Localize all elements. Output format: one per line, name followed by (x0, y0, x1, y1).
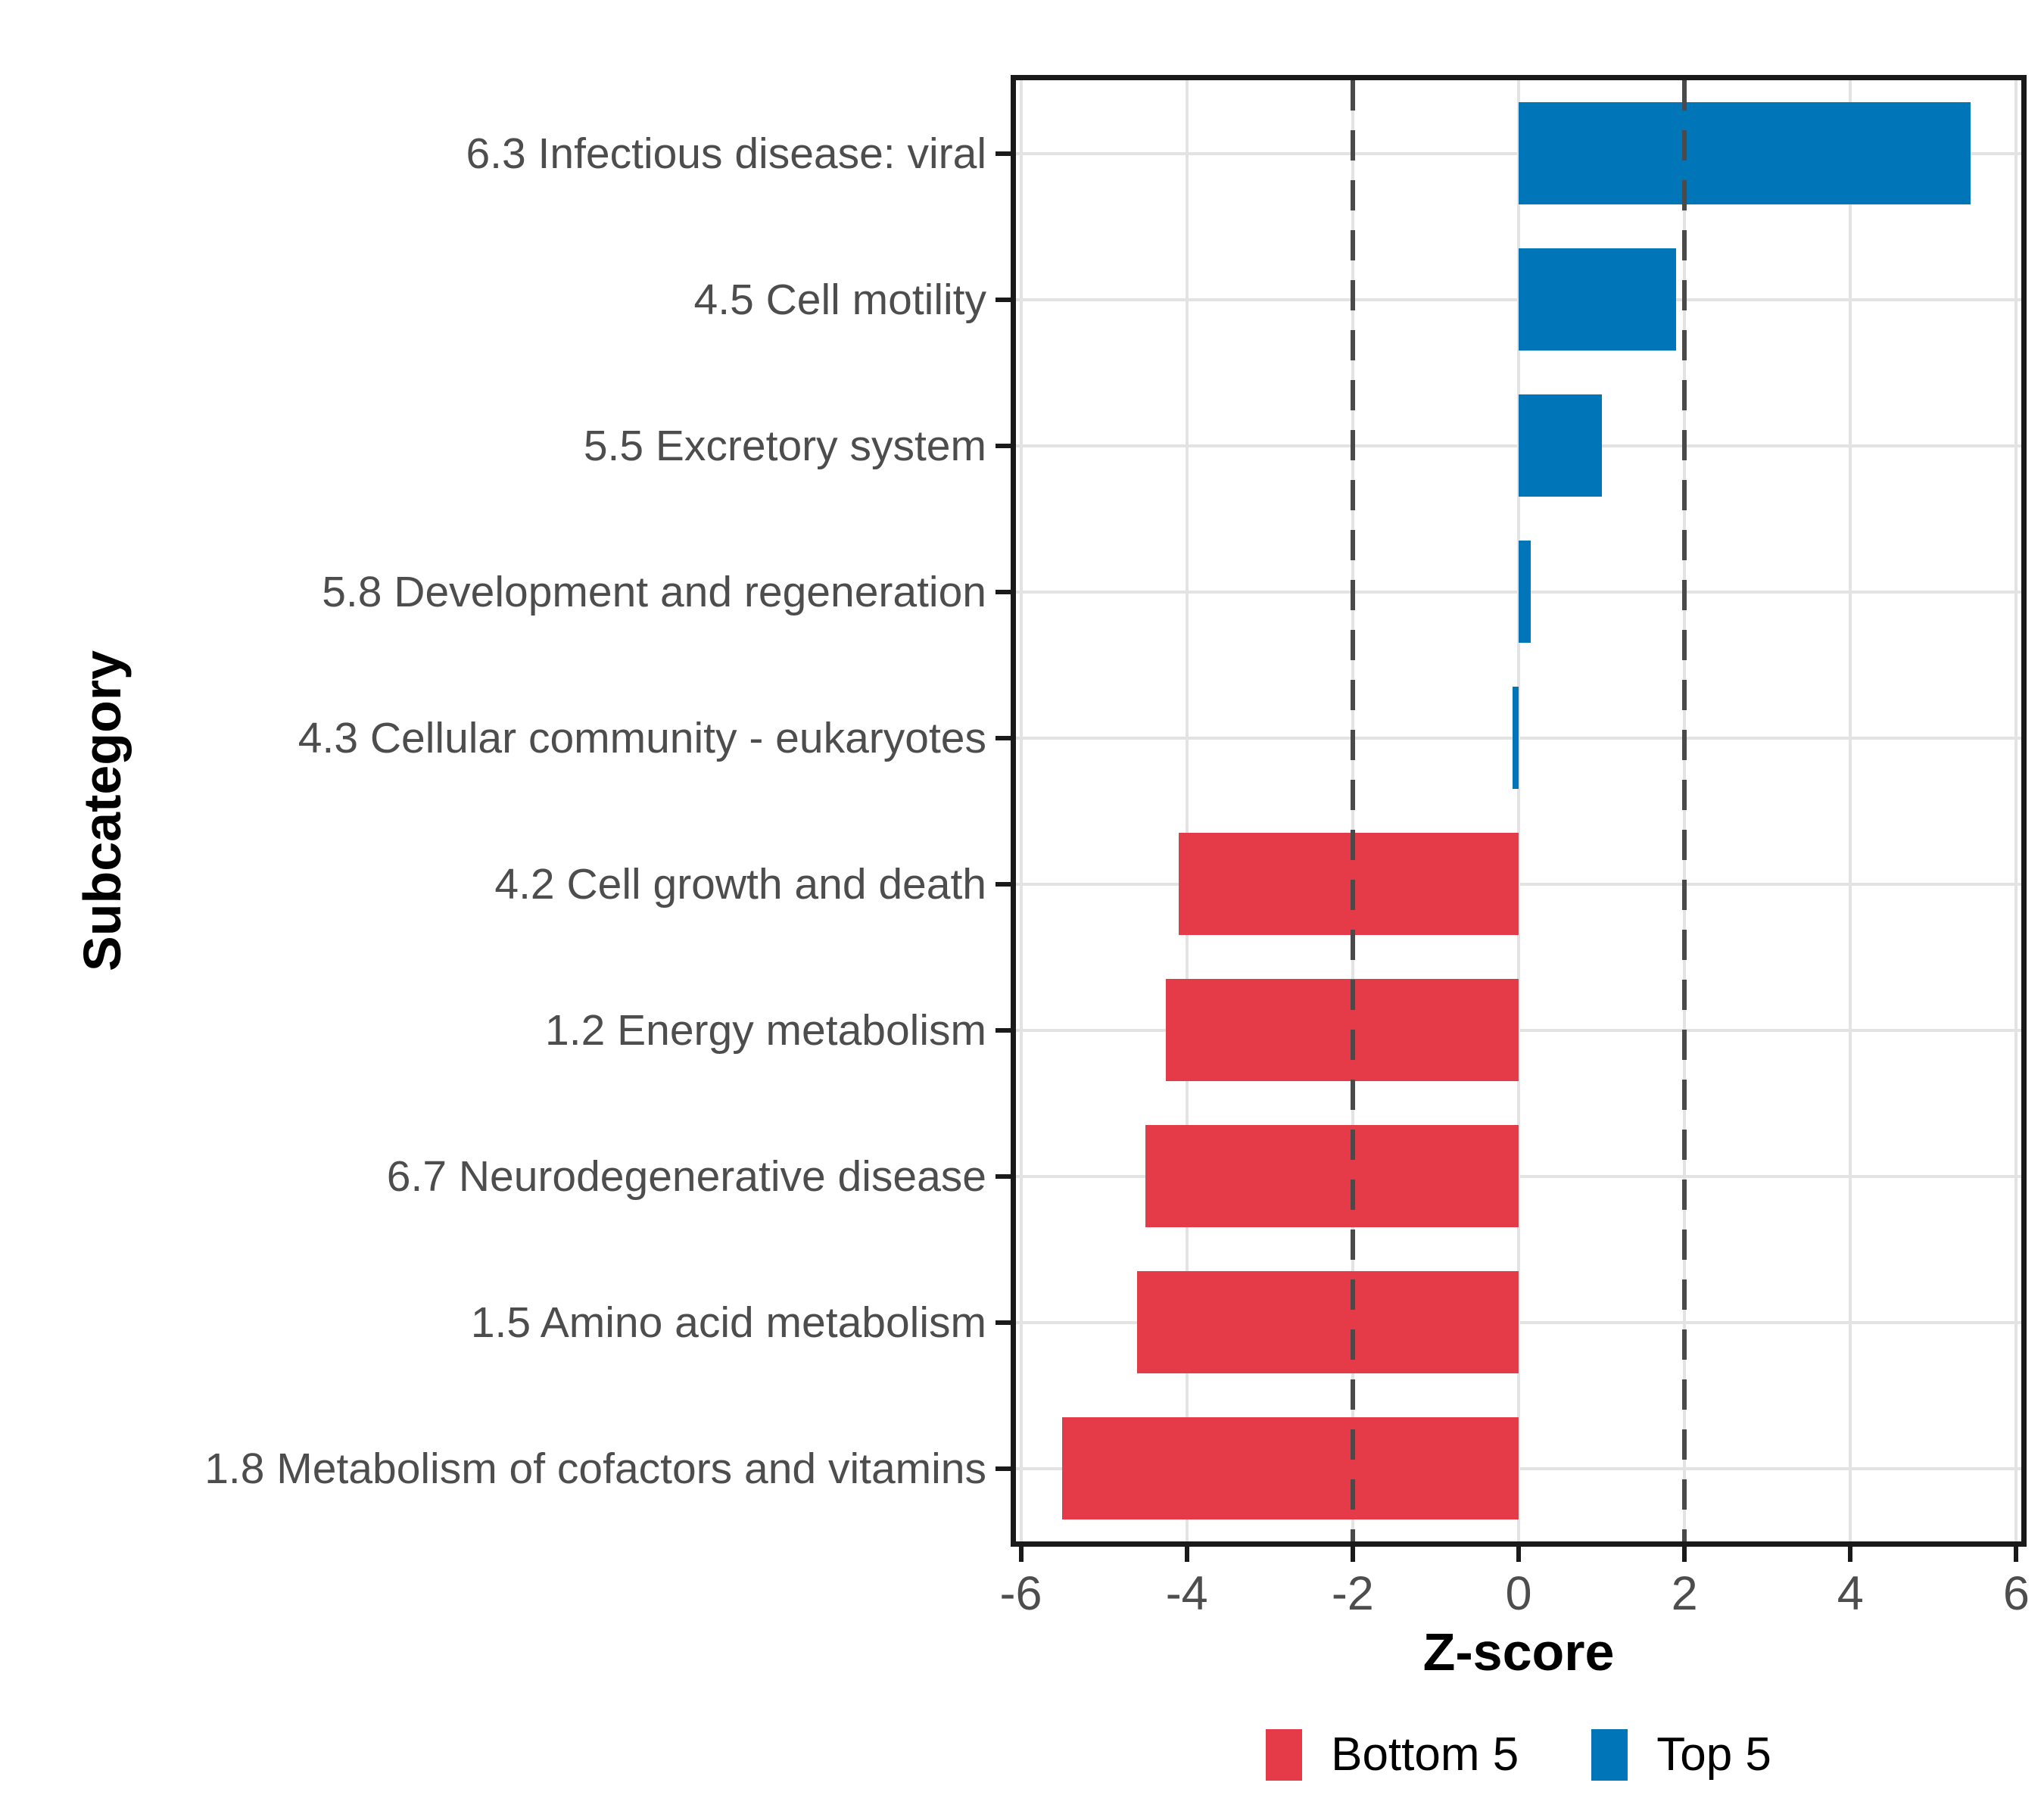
legend-item-top-5: Top 5 (1591, 1729, 1771, 1781)
legend-item-bottom-5: Bottom 5 (1266, 1729, 1519, 1781)
bar-5-8-development-and-regeneration (1519, 541, 1531, 643)
category-label-1-8-metabolism-of-cofactors-and-vitamins: 1.8 Metabolism of cofactors and vitamins (204, 1444, 986, 1493)
gridline-y-6-7-neurodegenerative-disease (1016, 1174, 2021, 1178)
x-tick-6 (2014, 1547, 2019, 1562)
y-tick-5-5-excretory-system (996, 443, 1011, 448)
gridline-x-4 (1849, 80, 1852, 1541)
gridline-y-1-5-amino-acid-metabolism (1016, 1320, 2021, 1324)
y-tick-1-2-energy-metabolism (996, 1027, 1011, 1033)
bar-4-2-cell-growth-and-death (1178, 833, 1519, 935)
legend: Bottom 5 Top 5 (1016, 1725, 2021, 1785)
category-label-4-5-cell-motility: 4.5 Cell motility (693, 275, 986, 324)
y-tick-1-8-metabolism-of-cofactors-and-vitamins (996, 1466, 1011, 1471)
x-tick-0 (1516, 1547, 1521, 1562)
gridline-y-4-3-cellular-community-eukaryotes (1016, 736, 2021, 740)
bar-6-7-neurodegenerative-disease (1145, 1125, 1519, 1227)
gridline-x--4 (1185, 80, 1189, 1541)
category-label-6-7-neurodegenerative-disease: 6.7 Neurodegenerative disease (386, 1152, 986, 1201)
bar-4-5-cell-motility (1519, 248, 1677, 351)
gridline-y-1-2-energy-metabolism (1016, 1028, 2021, 1032)
y-tick-4-3-cellular-community-eukaryotes (996, 735, 1011, 740)
bar-6-3-infectious-disease-viral (1519, 102, 1971, 204)
x-tick-label--4: -4 (1165, 1567, 1208, 1620)
y-axis-title: Subcategory (73, 650, 132, 971)
y-tick-4-5-cell-motility (996, 297, 1011, 302)
category-label-4-3-cellular-community-eukaryotes: 4.3 Cellular community - eukaryotes (298, 713, 986, 762)
x-tick-label--6: -6 (999, 1567, 1042, 1620)
gridline-y-4-2-cell-growth-and-death (1016, 882, 2021, 886)
gridline-y-1-8-metabolism-of-cofactors-and-vitamins (1016, 1466, 2021, 1470)
category-label-5-8-development-and-regeneration: 5.8 Development and regeneration (322, 567, 986, 616)
x-axis-title: Z-score (1422, 1622, 1615, 1681)
x-tick-label--2: -2 (1331, 1567, 1374, 1620)
category-label-5-5-excretory-system: 5.5 Excretory system (583, 421, 986, 470)
reference-line--2 (1350, 80, 1355, 1541)
category-label-6-3-infectious-disease-viral: 6.3 Infectious disease: viral (466, 129, 986, 178)
plot-panel (1011, 75, 2027, 1547)
reference-line-2 (1682, 80, 1687, 1541)
x-tick--4 (1184, 1547, 1189, 1562)
y-tick-6-3-infectious-disease-viral (996, 151, 1011, 156)
x-tick--2 (1350, 1547, 1355, 1562)
category-label-1-2-energy-metabolism: 1.2 Energy metabolism (545, 1005, 986, 1055)
bar-5-5-excretory-system (1519, 394, 1602, 497)
x-tick-2 (1682, 1547, 1687, 1562)
x-tick-4 (1848, 1547, 1853, 1562)
x-tick--6 (1018, 1547, 1024, 1562)
y-tick-6-7-neurodegenerative-disease (996, 1173, 1011, 1179)
legend-label-top-5: Top 5 (1656, 1728, 1771, 1781)
legend-swatch-top-5 (1591, 1729, 1628, 1781)
gridline-x-0 (1517, 80, 1520, 1541)
bar-1-2-energy-metabolism (1166, 979, 1519, 1081)
x-tick-label-2: 2 (1671, 1567, 1698, 1620)
bar-1-5-amino-acid-metabolism (1136, 1271, 1519, 1373)
x-tick-label-0: 0 (1505, 1567, 1532, 1620)
x-tick-label-6: 6 (2002, 1567, 2030, 1620)
legend-swatch-bottom-5 (1266, 1729, 1303, 1781)
y-tick-5-8-development-and-regeneration (996, 589, 1011, 594)
bar-1-8-metabolism-of-cofactors-and-vitamins (1062, 1417, 1519, 1519)
y-tick-1-5-amino-acid-metabolism (996, 1320, 1011, 1325)
category-label-1-5-amino-acid-metabolism: 1.5 Amino acid metabolism (470, 1298, 986, 1347)
bar-4-3-cellular-community-eukaryotes (1513, 687, 1519, 789)
x-tick-label-4: 4 (1837, 1567, 1864, 1620)
gridline-x--6 (1019, 80, 1023, 1541)
y-tick-4-2-cell-growth-and-death (996, 881, 1011, 887)
legend-label-bottom-5: Bottom 5 (1331, 1728, 1519, 1781)
gridline-x-6 (2014, 80, 2018, 1541)
category-label-4-2-cell-growth-and-death: 4.2 Cell growth and death (494, 859, 986, 908)
